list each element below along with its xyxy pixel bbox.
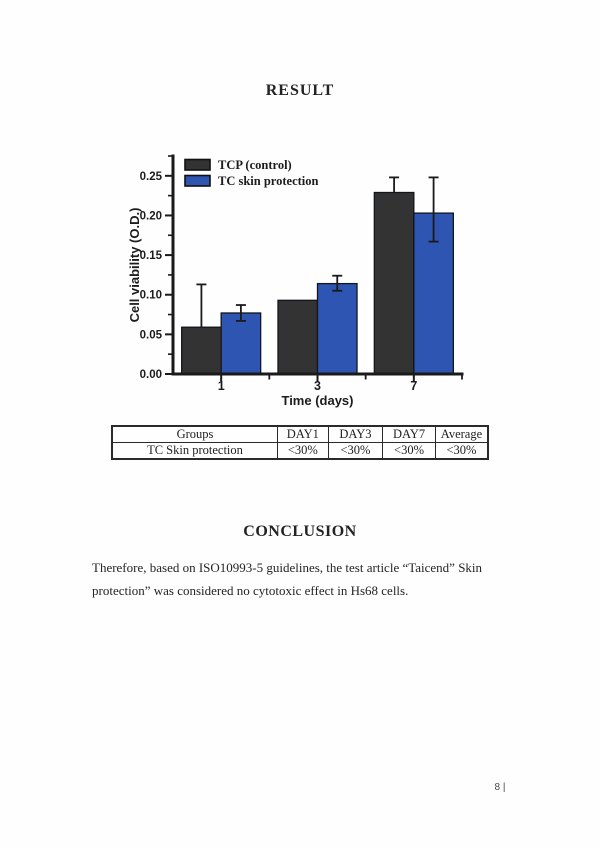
y-tick-label: 0.20 [140, 210, 162, 222]
cytotoxicity-summary-table: Groups DAY1 DAY3 DAY7 Average TC Skin protec… [111, 425, 489, 460]
y-tick-label: 0.05 [140, 329, 163, 341]
table-header-cell: Groups [111, 425, 278, 443]
x-tick-label: 3 [314, 379, 321, 393]
y-tick-label: 0.00 [140, 369, 162, 381]
y-axis-title: Cell viability (O.D.) [127, 208, 142, 323]
legend-swatch-tc-skin [184, 174, 211, 187]
legend-swatch-tcp [184, 158, 211, 171]
table-head: Groups DAY1 DAY3 DAY7 Average [111, 425, 489, 443]
x-tick-label: 7 [410, 379, 417, 393]
conclusion-heading: CONCLUSION [243, 523, 357, 540]
bar-tc-skin-day3 [316, 282, 358, 375]
page-number: 8 | [494, 782, 506, 793]
bar-tc-skin-day1 [220, 312, 262, 375]
y-tick-label: 0.15 [140, 250, 163, 262]
bar-tcp-day7 [373, 191, 415, 375]
legend-label-tc-skin: TC skin protection [218, 174, 319, 188]
bar-tcp-day3 [277, 299, 319, 375]
y-tick-label: 0.25 [140, 171, 163, 183]
table-body: TC Skin protection <30% <30% <30% <30% [111, 442, 489, 460]
table-cell: <30% [276, 442, 329, 460]
cell-viability-bar-chart: 0.00 0.05 0.10 0.15 0.20 0.25 1 3 7 Time (days) Ce… [127, 154, 464, 408]
y-tick-label: 0.10 [140, 290, 162, 302]
table-cell: <30% [327, 442, 384, 460]
legend-label-tcp: TCP (control) [218, 158, 292, 172]
result-heading: RESULT [265, 82, 335, 99]
table-cell: <30% [382, 442, 436, 460]
table-header-cell: DAY1 [276, 425, 329, 443]
x-axis-title: Time (days) [281, 393, 353, 408]
conclusion-paragraph: Therefore, based on ISO10993-5 guideline… [92, 560, 483, 598]
table-header-row: Groups DAY1 DAY3 DAY7 Average [111, 425, 489, 443]
table-row: TC Skin protection <30% <30% <30% <30% [111, 442, 489, 460]
table-cell: TC Skin protection [111, 442, 278, 460]
table-header-cell: DAY3 [327, 425, 384, 443]
x-tick-label: 1 [218, 379, 225, 393]
table-header-cell: DAY7 [382, 425, 436, 443]
bar-tcp-day1 [181, 326, 222, 375]
table-cell: <30% [434, 442, 489, 460]
table-header-cell: Average [434, 425, 489, 443]
